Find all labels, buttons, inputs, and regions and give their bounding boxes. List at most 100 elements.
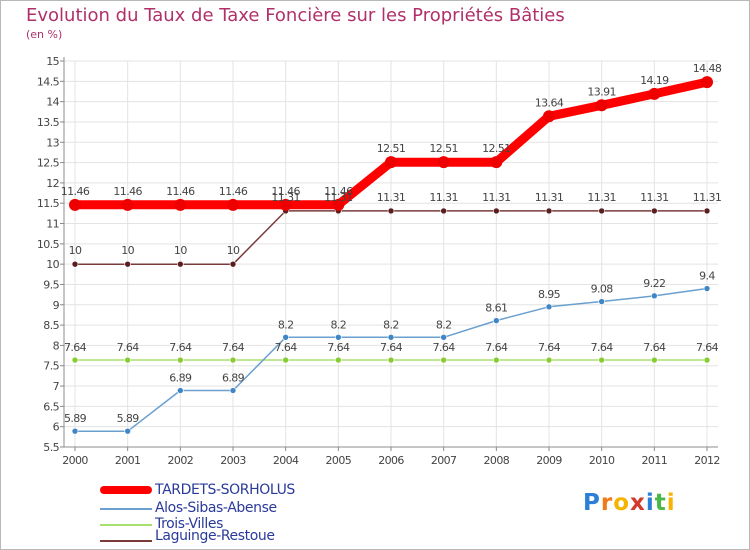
data-label-tardets: 11.46 — [219, 185, 248, 198]
data-label-trois: 7.64 — [433, 341, 456, 354]
data-point-trois — [177, 356, 184, 364]
y-tick-label: 5.5 — [43, 441, 59, 454]
y-tick-label: 11 — [46, 218, 59, 231]
legend-swatch-tardets — [100, 486, 152, 494]
x-tick-label: 2010 — [589, 454, 615, 467]
y-tick-label: 10.5 — [37, 238, 60, 251]
y-tick-label: 9.5 — [43, 278, 59, 291]
y-tick-label: 6.5 — [43, 400, 59, 413]
y-tick-label: 11.5 — [37, 197, 60, 210]
data-label-alos: 5.89 — [117, 412, 140, 425]
y-tick-label: 12.5 — [37, 157, 60, 170]
data-point-tardets — [701, 76, 713, 89]
data-label-tardets: 14.48 — [693, 62, 722, 75]
legend-label-alos: Alos-Sibas-Abense — [155, 500, 277, 516]
data-label-alos: 8.95 — [538, 288, 561, 301]
data-label-laguinge: 11.31 — [535, 191, 564, 204]
data-point-trois — [387, 356, 395, 364]
data-label-alos: 6.89 — [169, 372, 192, 385]
data-label-trois: 7.64 — [591, 341, 614, 354]
y-tick-label: 9 — [53, 299, 60, 312]
data-point-trois — [229, 356, 237, 364]
x-tick-label: 2009 — [536, 454, 562, 467]
data-label-alos: 5.89 — [64, 412, 87, 425]
data-label-tardets: 12.51 — [377, 142, 406, 155]
data-label-trois: 7.64 — [169, 341, 192, 354]
data-label-laguinge: 11.31 — [587, 191, 616, 204]
data-point-laguinge — [545, 207, 553, 215]
data-label-tardets: 13.64 — [535, 96, 564, 109]
data-label-alos: 8.61 — [485, 302, 507, 315]
data-label-trois: 7.64 — [327, 341, 350, 354]
data-label-tardets: 12.51 — [429, 142, 458, 155]
data-label-alos: 8.2 — [383, 318, 399, 331]
data-label-laguinge: 11.31 — [429, 191, 458, 204]
y-tick-label: 12 — [46, 177, 59, 190]
data-point-tardets — [279, 198, 292, 211]
logo-letter: x — [630, 490, 646, 516]
data-label-trois: 7.64 — [538, 341, 561, 354]
data-label-alos: 8.2 — [436, 318, 452, 331]
data-point-tardets — [490, 156, 503, 169]
data-label-laguinge: 11.31 — [693, 191, 722, 204]
y-tick-label: 15 — [46, 55, 59, 68]
logo-letter: t — [654, 490, 667, 516]
data-label-laguinge: 11.31 — [271, 191, 300, 204]
data-point-tardets — [543, 110, 555, 123]
data-label-tardets: 11.46 — [166, 185, 195, 198]
logo-letter: r — [600, 490, 614, 516]
data-point-laguinge — [440, 207, 447, 215]
y-tick-label: 6 — [53, 421, 60, 434]
data-label-laguinge: 11.31 — [324, 191, 353, 204]
data-point-alos — [177, 387, 184, 394]
data-point-trois — [282, 356, 289, 364]
data-label-trois: 7.64 — [275, 341, 298, 354]
data-label-laguinge: 10 — [69, 244, 82, 257]
x-tick-label: 2006 — [378, 454, 404, 467]
data-point-tardets — [69, 198, 81, 211]
data-point-trois — [440, 356, 447, 364]
data-label-tardets: 12.51 — [482, 142, 511, 155]
legend-label-trois: Trois-Villes — [155, 516, 223, 532]
y-tick-label: 8 — [53, 339, 60, 352]
data-point-alos — [703, 285, 711, 292]
data-point-tardets — [437, 156, 450, 169]
x-tick-label: 2007 — [431, 454, 457, 467]
data-label-trois: 7.64 — [222, 341, 245, 354]
axes: 5.566.577.588.599.51010.51111.51212.5131… — [37, 55, 720, 467]
data-point-trois — [335, 356, 342, 364]
data-point-trois — [493, 356, 500, 364]
data-label-trois: 7.64 — [380, 341, 403, 354]
x-tick-label: 2001 — [115, 454, 141, 467]
data-point-laguinge — [387, 207, 395, 215]
data-label-alos: 8.2 — [330, 318, 346, 331]
legend-label-laguinge: Laguinge-Restoue — [155, 528, 275, 544]
data-label-laguinge: 10 — [121, 244, 134, 257]
data-label-tardets: 11.46 — [113, 185, 142, 198]
x-tick-label: 2000 — [62, 454, 88, 467]
data-point-laguinge — [598, 207, 605, 215]
data-label-alos: 6.89 — [222, 372, 245, 385]
data-point-tardets — [385, 156, 397, 169]
data-point-laguinge — [177, 260, 184, 268]
data-label-laguinge: 11.31 — [377, 191, 406, 204]
data-label-tardets: 11.46 — [324, 185, 353, 198]
data-label-alos: 8.2 — [278, 318, 294, 331]
data-label-trois: 7.64 — [64, 341, 87, 354]
data-label-laguinge: 10 — [174, 244, 187, 257]
data-point-laguinge — [229, 260, 237, 268]
legend-swatch-alos — [100, 508, 152, 510]
data-point-trois — [703, 356, 711, 364]
y-tick-label: 14 — [46, 96, 59, 109]
data-point-laguinge — [124, 260, 131, 268]
x-tick-label: 2002 — [168, 454, 194, 467]
x-tick-label: 2011 — [642, 454, 668, 467]
data-label-laguinge: 11.31 — [640, 191, 669, 204]
grid — [64, 60, 718, 448]
data-label-laguinge: 10 — [227, 244, 240, 257]
data-labels: 11.46 11.46 11.46 11.46 11.46 11.46 12.51 12.51… — [61, 62, 723, 425]
logo-letter: i — [666, 490, 676, 516]
data-label-trois: 7.64 — [696, 341, 719, 354]
data-point-laguinge — [651, 207, 658, 215]
logo-letter: o — [613, 490, 631, 516]
